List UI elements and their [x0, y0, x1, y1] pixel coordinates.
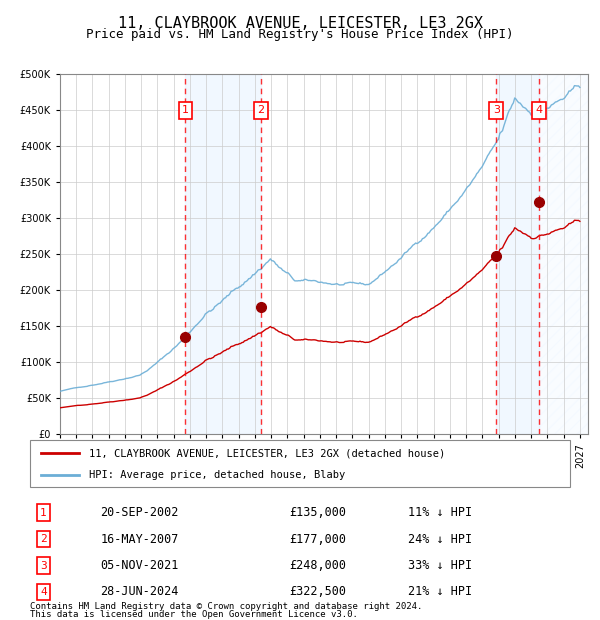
Text: 2: 2 — [257, 105, 265, 115]
Text: 4: 4 — [40, 587, 47, 597]
Bar — [496, 74, 539, 434]
Text: 1: 1 — [182, 105, 189, 115]
Text: £177,000: £177,000 — [289, 533, 346, 546]
Text: 28-JUN-2024: 28-JUN-2024 — [100, 585, 179, 598]
Text: 2: 2 — [40, 534, 47, 544]
Text: 3: 3 — [40, 560, 47, 570]
Text: Price paid vs. HM Land Registry's House Price Index (HPI): Price paid vs. HM Land Registry's House … — [86, 28, 514, 41]
Text: 11, CLAYBROOK AVENUE, LEICESTER, LE3 2GX (detached house): 11, CLAYBROOK AVENUE, LEICESTER, LE3 2GX… — [89, 448, 446, 458]
Text: 16-MAY-2007: 16-MAY-2007 — [100, 533, 179, 546]
Text: 05-NOV-2021: 05-NOV-2021 — [100, 559, 179, 572]
Text: HPI: Average price, detached house, Blaby: HPI: Average price, detached house, Blab… — [89, 470, 346, 480]
Text: 3: 3 — [493, 105, 500, 115]
FancyBboxPatch shape — [30, 440, 570, 487]
Text: This data is licensed under the Open Government Licence v3.0.: This data is licensed under the Open Gov… — [30, 609, 358, 619]
Bar — [539, 74, 588, 434]
Text: 20-SEP-2002: 20-SEP-2002 — [100, 507, 179, 519]
Text: £248,000: £248,000 — [289, 559, 346, 572]
Text: 24% ↓ HPI: 24% ↓ HPI — [408, 533, 472, 546]
Text: 21% ↓ HPI: 21% ↓ HPI — [408, 585, 472, 598]
Text: 1: 1 — [40, 508, 47, 518]
Text: 33% ↓ HPI: 33% ↓ HPI — [408, 559, 472, 572]
Text: £322,500: £322,500 — [289, 585, 346, 598]
Text: 11% ↓ HPI: 11% ↓ HPI — [408, 507, 472, 519]
Text: 4: 4 — [536, 105, 542, 115]
Bar — [185, 74, 261, 434]
Text: Contains HM Land Registry data © Crown copyright and database right 2024.: Contains HM Land Registry data © Crown c… — [30, 601, 422, 611]
Text: £135,000: £135,000 — [289, 507, 346, 519]
Text: 11, CLAYBROOK AVENUE, LEICESTER, LE3 2GX: 11, CLAYBROOK AVENUE, LEICESTER, LE3 2GX — [118, 16, 482, 30]
